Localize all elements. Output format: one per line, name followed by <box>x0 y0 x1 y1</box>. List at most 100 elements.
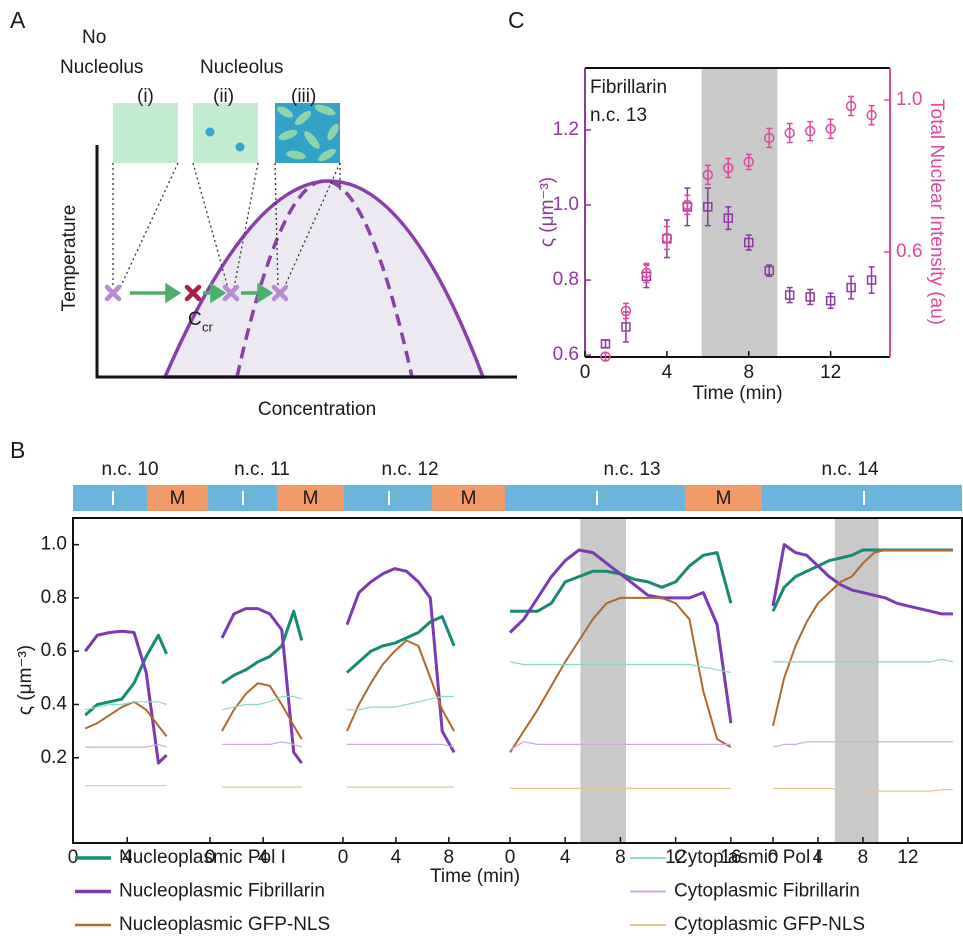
series-line <box>222 741 302 748</box>
point <box>744 237 754 248</box>
droplet <box>235 142 245 152</box>
series-line <box>220 607 303 764</box>
point <box>825 295 836 306</box>
label: cr <box>202 319 214 334</box>
axis-label: Temperature <box>59 205 80 312</box>
legend-label: Nucleoplasmic Pol I <box>119 847 286 868</box>
y-axis-label: ς (μm⁻³) <box>15 645 36 715</box>
spinodal <box>235 179 414 378</box>
y-tick-label: 0.6 <box>553 344 579 365</box>
point <box>784 290 795 300</box>
series-line <box>347 743 455 748</box>
mitosis-label: M <box>303 488 319 509</box>
mitosis-segment <box>147 485 208 511</box>
x-tick-label: 8 <box>443 847 454 868</box>
y-tick-label: 0.8 <box>553 269 579 290</box>
x-tick-label: 12 <box>897 847 918 868</box>
y2-tick-label: 1.0 <box>896 89 922 110</box>
point <box>723 162 734 174</box>
x-tick-label: 4 <box>122 847 133 868</box>
point <box>784 127 795 139</box>
mitosis-segment <box>277 485 344 511</box>
point <box>804 125 816 137</box>
point <box>825 123 836 135</box>
y2-axis-label: Total Nuclear Intensity (au) <box>926 99 947 325</box>
shade <box>580 518 626 843</box>
point <box>764 265 774 276</box>
series-line <box>508 548 733 724</box>
state-square <box>193 103 258 163</box>
point <box>600 339 611 349</box>
binodal <box>162 179 486 379</box>
point <box>846 282 856 293</box>
x-tick-label: 16 <box>720 847 741 868</box>
series-line <box>345 567 456 754</box>
state-square <box>113 103 178 163</box>
point <box>703 202 713 212</box>
point <box>641 267 652 279</box>
y-tick-label: 0.6 <box>41 640 67 661</box>
x-tick-label: 0 <box>768 847 779 868</box>
guide-lines <box>112 162 341 289</box>
x-tick-label: 4 <box>391 847 402 868</box>
series-line <box>221 609 304 685</box>
series-line <box>773 787 953 792</box>
mitosis-label: M <box>461 488 477 509</box>
series-line <box>347 695 455 711</box>
point <box>621 322 631 332</box>
mitosis-segment <box>685 485 762 511</box>
label: (i) <box>137 86 154 107</box>
label: Nucleolus <box>60 57 143 78</box>
y-tick-label: 0.2 <box>41 747 67 768</box>
y2-tick-label: 0.6 <box>896 241 922 262</box>
point <box>866 109 877 121</box>
series-line <box>771 543 953 616</box>
legend-label: Cytoplasmic Fibrillarin <box>674 881 860 902</box>
series-line <box>85 701 167 711</box>
x-tick-label: 4 <box>662 362 673 383</box>
point <box>866 275 877 285</box>
legend-label: Cytoplasmic GFP-NLS <box>674 914 865 935</box>
legend-label: Nucleoplasmic Fibrillarin <box>119 881 325 902</box>
label: C <box>188 309 202 330</box>
mitosis-label: M <box>716 488 732 509</box>
point <box>702 169 714 181</box>
label: No <box>82 27 106 48</box>
shade <box>701 68 778 357</box>
series-line <box>84 629 168 765</box>
x-tick-label: 0 <box>68 847 79 868</box>
y-tick-label: 1.0 <box>41 534 67 555</box>
x-tick-label: 0 <box>505 847 516 868</box>
panel-label: B <box>10 437 25 463</box>
point <box>763 132 775 144</box>
y-tick-label: 1.2 <box>553 119 579 140</box>
panel-label: A <box>10 7 26 33</box>
series-line <box>509 661 732 674</box>
x-tick-label: 0 <box>580 362 591 383</box>
series-line <box>221 695 302 711</box>
series-line <box>772 741 953 748</box>
axes <box>95 145 517 379</box>
point <box>743 156 755 168</box>
series-line <box>84 633 168 717</box>
x-tick-label: 12 <box>820 362 841 383</box>
point <box>845 100 857 112</box>
series-line <box>84 700 168 738</box>
series-line <box>509 596 732 753</box>
y-tick-label: 0.4 <box>41 693 68 714</box>
arrows <box>130 282 274 304</box>
point <box>620 305 632 317</box>
droplet <box>205 127 215 137</box>
cycle-label: n.c. 13 <box>603 459 660 480</box>
annotation: Fibrillarin <box>590 77 667 98</box>
y-tick-label: 0.8 <box>41 587 67 608</box>
x-tick-label: 4 <box>258 847 269 868</box>
point <box>661 232 673 244</box>
point <box>805 292 815 302</box>
panel-label: C <box>508 7 525 33</box>
frame <box>72 517 963 844</box>
x-tick-label: 12 <box>665 847 686 868</box>
x-tick-label: 8 <box>615 847 626 868</box>
